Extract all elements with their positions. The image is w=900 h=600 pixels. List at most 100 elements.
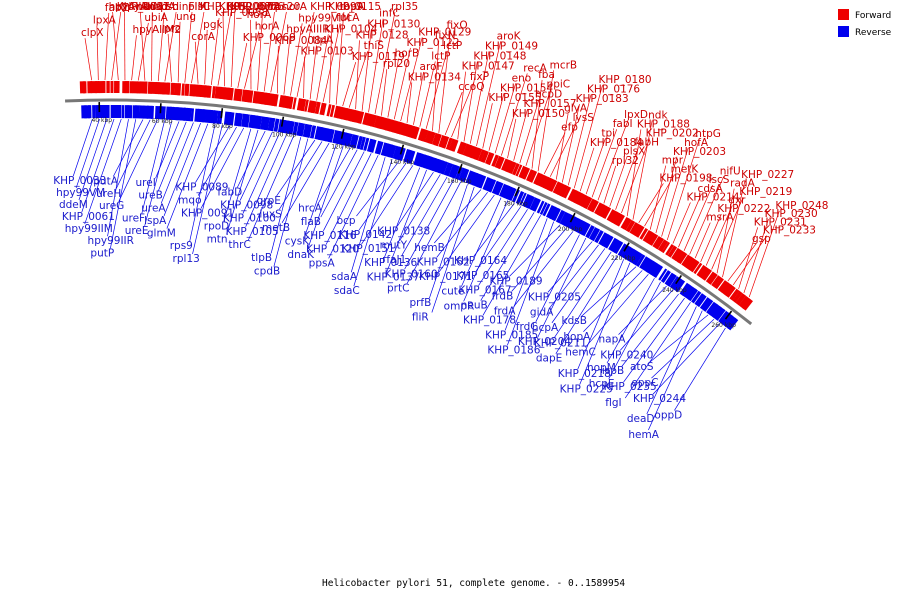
reverse-gene-label: KHP_0116 — [303, 230, 356, 242]
reverse-leader-lines — [72, 118, 726, 431]
legend-forward-label: Forward — [855, 11, 891, 21]
forward-leader-line — [374, 11, 396, 115]
reverse-leader-line — [155, 121, 180, 179]
reverse-gene-block — [127, 105, 133, 119]
forward-gene-label: fabH — [634, 137, 659, 149]
forward-gene-label: fba — [538, 69, 555, 81]
reverse-gene-label: dnaK — [287, 249, 315, 261]
reverse-leader-line — [549, 244, 599, 308]
reverse-gene-label: rfaJ1 — [382, 254, 406, 266]
reverse-gene-label: KHP_0089 — [175, 182, 228, 194]
reverse-gene-block — [255, 115, 263, 130]
reverse-gene-block — [134, 105, 140, 119]
reverse-gene-block — [694, 293, 705, 306]
forward-gene-label: hinFIM — [172, 1, 206, 13]
forward-gene-block — [535, 173, 546, 187]
reverse-gene-label: hpy99VM — [56, 187, 105, 199]
reverse-leader-line — [606, 277, 655, 364]
forward-leader-line — [204, 29, 208, 85]
forward-leader-line — [387, 58, 399, 118]
reverse-leader-line — [555, 255, 618, 354]
forward-leader-line — [661, 147, 689, 237]
forward-gene-block — [526, 169, 535, 182]
reverse-gene-block — [186, 107, 192, 122]
reverse-gene-block — [506, 186, 515, 201]
forward-gene-label: lpxA — [93, 15, 117, 27]
reverse-gene-label: atoS — [630, 361, 654, 373]
forward-gene-label: KHP_0129 — [418, 26, 471, 38]
forward-leader-line — [406, 82, 413, 123]
reverse-gene-block — [216, 110, 221, 124]
forward-gene-block — [329, 104, 335, 118]
reverse-gene-block — [116, 105, 122, 119]
forward-gene-label: mpr — [662, 155, 684, 167]
forward-leader-line — [296, 11, 315, 97]
reverse-gene-label: KHP_0162 — [417, 257, 470, 269]
forward-gene-block — [567, 188, 578, 202]
reverse-gene-block — [349, 134, 357, 148]
reverse-gene-label: KHP_0061 — [62, 211, 115, 223]
reverse-leader-line — [624, 302, 691, 399]
reverse-gene-label: gidA — [530, 307, 554, 319]
forward-leader-line — [457, 71, 466, 140]
tick-label: 180 kbp — [503, 200, 528, 207]
forward-gene-block — [247, 90, 254, 103]
reverse-leader-line — [248, 135, 295, 241]
forward-leader-line — [525, 89, 551, 166]
reverse-gene-block — [614, 241, 624, 255]
legend-forward-swatch — [838, 9, 849, 20]
forward-gene-block — [732, 290, 743, 303]
reverse-leader-line — [144, 120, 173, 226]
forward-gene-block — [129, 81, 134, 94]
reverse-leader-line — [281, 142, 330, 223]
forward-gene-block — [369, 114, 377, 128]
reverse-leader-line — [513, 231, 574, 307]
reverse-gene-block — [317, 126, 324, 141]
tick-mark — [724, 310, 733, 320]
reverse-leader-line — [200, 127, 245, 209]
forward-gene-block — [326, 104, 332, 117]
reverse-gene-block — [489, 179, 497, 193]
reverse-gene-block — [712, 306, 726, 321]
forward-gene-block — [177, 83, 182, 96]
tick-label: 260 kbp — [711, 322, 736, 329]
forward-gene-block — [636, 226, 645, 238]
reverse-leader-line — [396, 171, 434, 227]
forward-gene-block — [110, 81, 114, 94]
forward-gene-label: KHP_0134 — [408, 71, 461, 83]
forward-leader-line — [230, 11, 236, 88]
forward-leader-line — [96, 25, 99, 81]
forward-gene-label: plsX — [623, 146, 645, 158]
forward-gene-block — [665, 244, 674, 256]
forward-gene-label: psd — [160, 1, 179, 13]
forward-gene-block — [729, 288, 740, 301]
forward-leader-line — [666, 139, 700, 241]
forward-gene-block — [358, 111, 364, 124]
reverse-leader-line — [223, 128, 252, 222]
kbp-tick-marks: 40 kbp 60 kbp 80 kbp 100 kbp 120 kbp 140 kbp 1… — [91, 102, 736, 329]
forward-leader-line — [112, 11, 119, 81]
forward-gene-label: prfA — [259, 1, 282, 13]
reverse-gene-block — [715, 308, 726, 321]
reverse-gene-block — [525, 195, 535, 210]
reverse-leader-line — [618, 285, 667, 335]
forward-gene-label: fixP — [470, 71, 489, 83]
forward-gene-block — [606, 209, 619, 223]
reverse-gene-block — [460, 168, 469, 182]
forward-gene-label: hofA — [684, 137, 709, 149]
reverse-gene-label: rpl13 — [173, 253, 200, 265]
reverse-gene-label: frdA — [494, 306, 516, 318]
reverse-leader-line — [438, 194, 495, 273]
forward-gene-label: KHP_0198 — [659, 172, 712, 184]
reverse-gene-label: KHP_0218 — [558, 368, 611, 380]
reverse-leader-line — [649, 314, 709, 363]
reverse-gene-block — [273, 118, 280, 132]
reverse-leader-line — [197, 126, 237, 196]
reverse-leader-line — [429, 184, 468, 299]
reverse-gene-block — [720, 312, 734, 327]
reverse-gene-label: metB — [262, 222, 290, 234]
reverse-gene-block — [121, 105, 125, 119]
tick-label: 200 kbp — [558, 226, 583, 233]
tick-mark — [569, 212, 576, 223]
forward-leader-line — [531, 79, 543, 169]
